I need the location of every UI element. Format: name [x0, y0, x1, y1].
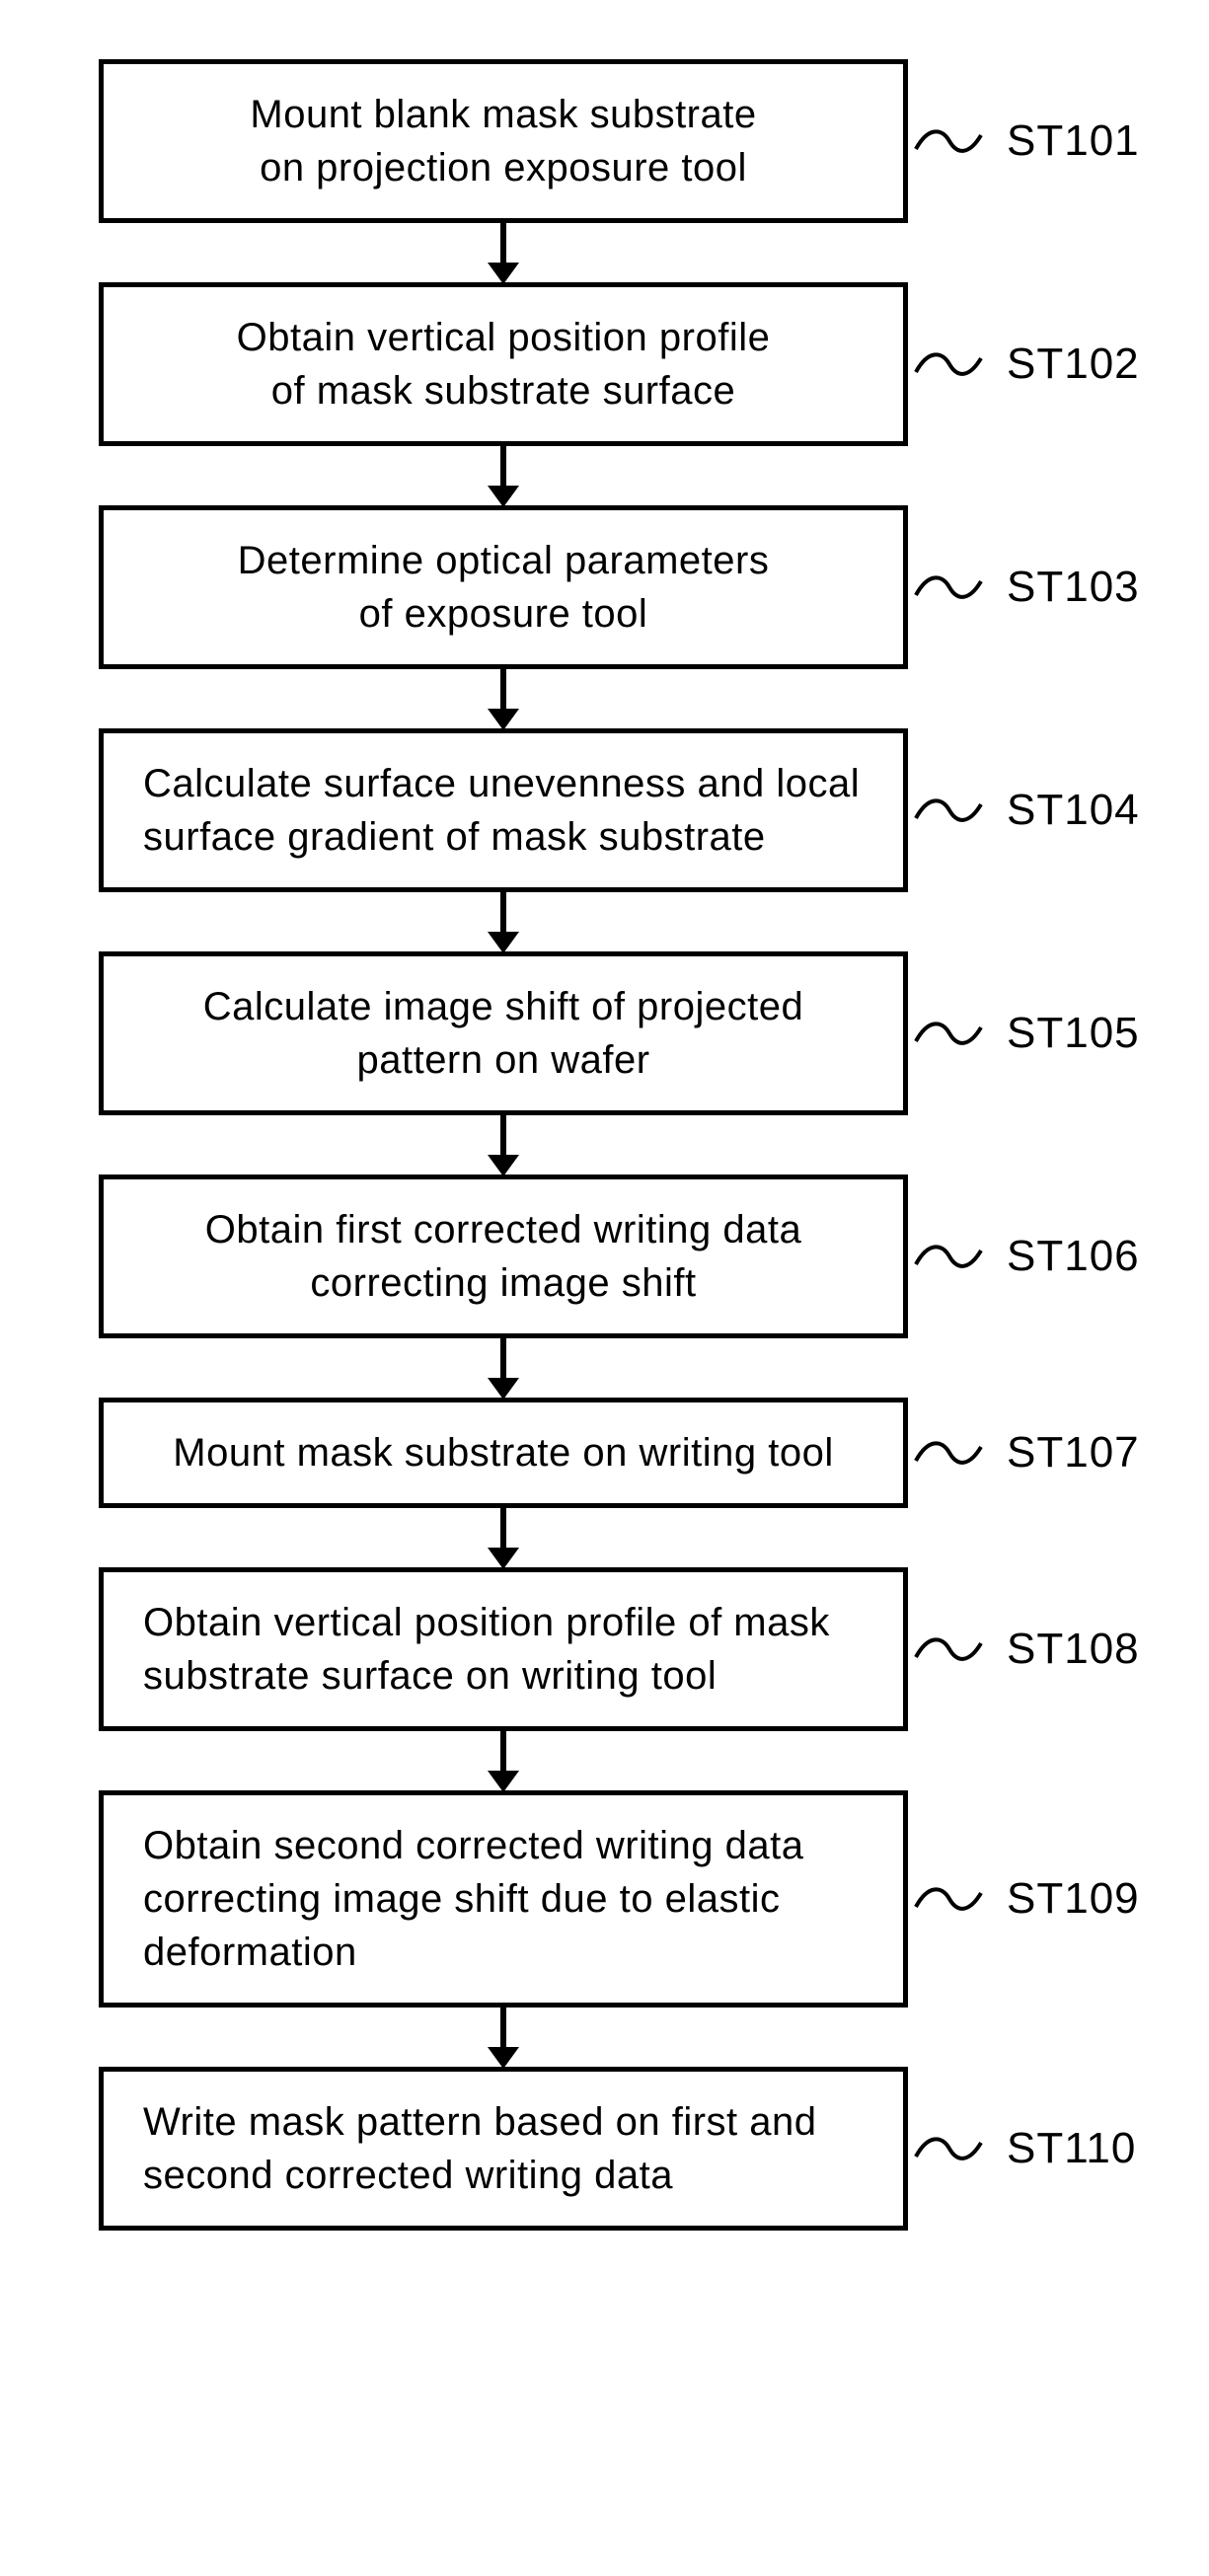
- flow-arrow: [0, 892, 1209, 951]
- flow-arrow: [0, 1115, 1209, 1174]
- flow-row: Write mask pattern based on first and se…: [0, 2067, 1209, 2231]
- flow-row: Mount mask substrate on writing tool ST10…: [0, 1398, 1209, 1508]
- flow-node-st107: Mount mask substrate on writing tool: [99, 1398, 908, 1508]
- flow-node-st104: Calculate surface unevenness and local s…: [99, 728, 908, 892]
- flow-node-text: Write mask pattern based on first and se…: [143, 2095, 817, 2202]
- flow-row: Calculate image shift of projected patte…: [0, 951, 1209, 1115]
- flow-node-text: Obtain vertical position profile of mask…: [143, 1596, 830, 1703]
- flow-arrow: [0, 446, 1209, 505]
- connector-tilde-icon: [914, 123, 983, 159]
- flow-node-text: Mount mask substrate on writing tool: [173, 1426, 833, 1479]
- flow-row: Obtain vertical position profile of mask…: [0, 282, 1209, 446]
- flow-label-st106: ST106: [1007, 1232, 1140, 1281]
- flow-label-st101: ST101: [1007, 116, 1140, 166]
- arrow-head-icon: [488, 263, 519, 284]
- arrow-line: [500, 446, 506, 488]
- flow-node-text: Obtain vertical position profile of mask…: [237, 311, 771, 417]
- flow-node-st105: Calculate image shift of projected patte…: [99, 951, 908, 1115]
- arrow-head-icon: [488, 486, 519, 507]
- arrow-head-icon: [488, 2047, 519, 2069]
- flow-row: Determine optical parameters of exposure…: [0, 505, 1209, 669]
- flow-node-st103: Determine optical parameters of exposure…: [99, 505, 908, 669]
- flowchart-canvas: Mount blank mask substrate on projection…: [0, 0, 1209, 2290]
- flow-label-st105: ST105: [1007, 1009, 1140, 1058]
- arrow-head-icon: [488, 932, 519, 953]
- flow-node-text: Calculate image shift of projected patte…: [203, 980, 803, 1087]
- flow-node-text: Determine optical parameters of exposure…: [238, 534, 770, 641]
- flow-node-text: Obtain first corrected writing data corr…: [205, 1203, 801, 1310]
- flow-label-st104: ST104: [1007, 786, 1140, 835]
- flow-label-st107: ST107: [1007, 1428, 1140, 1477]
- flow-node-st106: Obtain first corrected writing data corr…: [99, 1174, 908, 1338]
- flow-arrow: [0, 1731, 1209, 1790]
- flow-node-st109: Obtain second corrected writing data cor…: [99, 1790, 908, 2008]
- arrow-line: [500, 1731, 506, 1773]
- flow-label-st108: ST108: [1007, 1625, 1140, 1674]
- flow-node-text: Mount blank mask substrate on projection…: [250, 88, 756, 194]
- arrow-head-icon: [488, 1155, 519, 1176]
- flow-row: Obtain second corrected writing data cor…: [0, 1790, 1209, 2008]
- flow-row: Calculate surface unevenness and local s…: [0, 728, 1209, 892]
- connector-tilde-icon: [914, 1631, 983, 1667]
- flow-label-st102: ST102: [1007, 340, 1140, 389]
- arrow-line: [500, 892, 506, 934]
- flow-row: Mount blank mask substrate on projection…: [0, 59, 1209, 223]
- flow-label-st110: ST110: [1007, 2124, 1136, 2173]
- flow-label-st109: ST109: [1007, 1874, 1140, 1924]
- flow-node-st108: Obtain vertical position profile of mask…: [99, 1567, 908, 1731]
- connector-tilde-icon: [914, 569, 983, 605]
- connector-tilde-icon: [914, 346, 983, 382]
- arrow-line: [500, 1508, 506, 1550]
- arrow-line: [500, 1338, 506, 1380]
- arrow-line: [500, 1115, 506, 1157]
- arrow-head-icon: [488, 709, 519, 730]
- flow-node-st101: Mount blank mask substrate on projection…: [99, 59, 908, 223]
- flow-row: Obtain first corrected writing data corr…: [0, 1174, 1209, 1338]
- flow-node-st110: Write mask pattern based on first and se…: [99, 2067, 908, 2231]
- flow-node-st102: Obtain vertical position profile of mask…: [99, 282, 908, 446]
- flow-row: Obtain vertical position profile of mask…: [0, 1567, 1209, 1731]
- connector-tilde-icon: [914, 1016, 983, 1051]
- arrow-line: [500, 2008, 506, 2049]
- flow-arrow: [0, 2008, 1209, 2067]
- arrow-line: [500, 223, 506, 265]
- flow-arrow: [0, 223, 1209, 282]
- flow-arrow: [0, 1508, 1209, 1567]
- flow-arrow: [0, 669, 1209, 728]
- connector-tilde-icon: [914, 1435, 983, 1471]
- connector-tilde-icon: [914, 1881, 983, 1917]
- flow-arrow: [0, 1338, 1209, 1398]
- arrow-head-icon: [488, 1771, 519, 1792]
- connector-tilde-icon: [914, 2131, 983, 2166]
- connector-tilde-icon: [914, 1239, 983, 1274]
- flow-node-text: Obtain second corrected writing data cor…: [143, 1819, 803, 1979]
- arrow-head-icon: [488, 1378, 519, 1400]
- flow-node-text: Calculate surface unevenness and local s…: [143, 757, 860, 864]
- connector-tilde-icon: [914, 793, 983, 828]
- flow-label-st103: ST103: [1007, 563, 1140, 612]
- arrow-head-icon: [488, 1548, 519, 1569]
- arrow-line: [500, 669, 506, 711]
